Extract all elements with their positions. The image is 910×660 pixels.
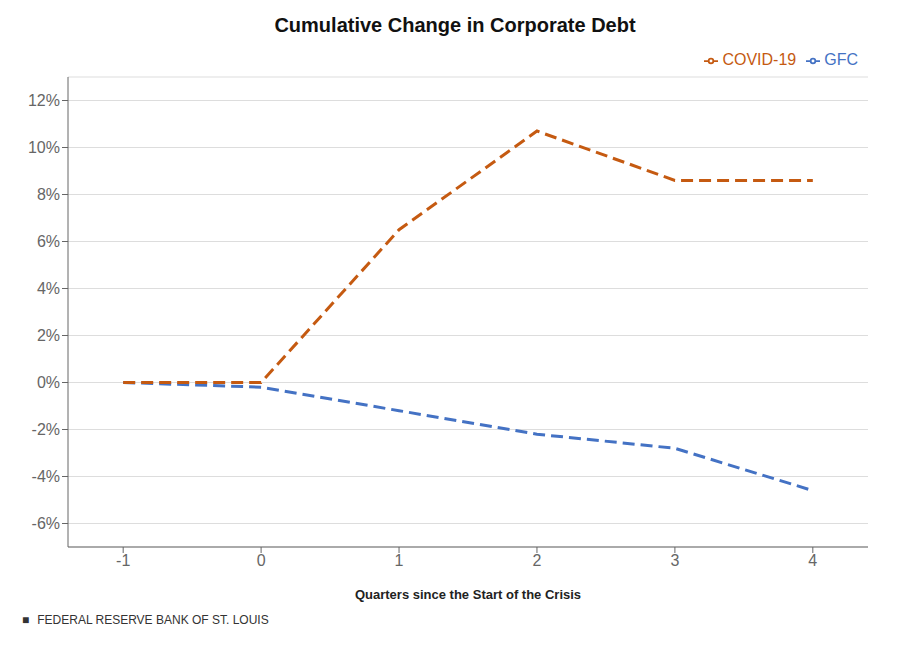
- html-text:FEDERAL RESERVE BANK OF ST. LO: FEDERAL RESERVE BANK OF ST. LOUIS: [37, 613, 269, 627]
- svg-text:-1: -1: [116, 552, 130, 569]
- svg-text:2: 2: [533, 552, 542, 569]
- svg-text:4: 4: [808, 552, 817, 569]
- svg-text:-2%: -2%: [32, 421, 60, 438]
- html-text:Cumulative Change in Corporate: Cumulative Change in Corporate Debt: [274, 14, 636, 36]
- svg-text:6%: 6%: [37, 233, 60, 250]
- svg-text:0%: 0%: [37, 374, 60, 391]
- svg-text:1: 1: [395, 552, 404, 569]
- svg-text:Quarters since the Start of th: Quarters since the Start of the Crisis: [355, 587, 581, 602]
- svg-text:-6%: -6%: [32, 515, 60, 532]
- svg-text:-4%: -4%: [32, 468, 60, 485]
- svg-text:10%: 10%: [28, 139, 60, 156]
- html-text:GFC: GFC: [824, 51, 858, 68]
- svg-text:3: 3: [670, 552, 679, 569]
- svg-text:0: 0: [257, 552, 266, 569]
- svg-text:4%: 4%: [37, 280, 60, 297]
- svg-text:2%: 2%: [37, 327, 60, 344]
- svg-text:8%: 8%: [37, 186, 60, 203]
- svg-text:12%: 12%: [28, 92, 60, 109]
- html-text:COVID-19: COVID-19: [722, 51, 797, 68]
